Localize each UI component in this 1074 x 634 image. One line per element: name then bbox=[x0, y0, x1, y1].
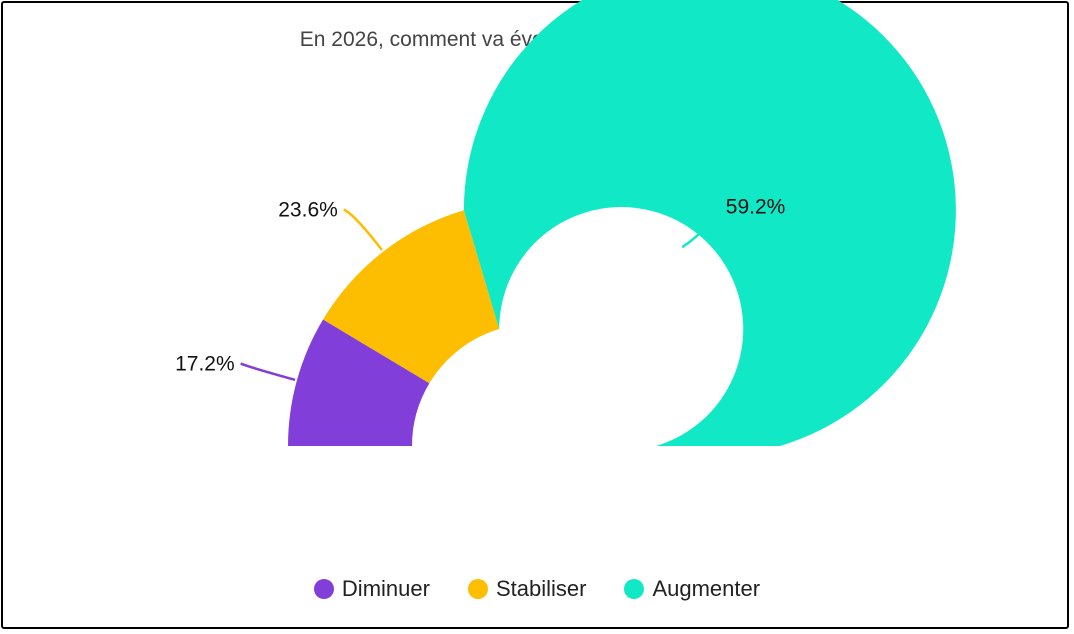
leader-line bbox=[240, 362, 296, 382]
legend-item-augmenter[interactable]: Augmenter bbox=[624, 576, 760, 602]
legend-marker-icon bbox=[313, 579, 334, 599]
legend: Diminuer Stabiliser Augmenter bbox=[0, 576, 1074, 602]
legend-label: Augmenter bbox=[652, 576, 761, 601]
legend-label: Stabiliser bbox=[495, 576, 587, 601]
leader-line bbox=[343, 208, 383, 251]
slice-diminuer[interactable] bbox=[288, 319, 430, 446]
data-label: 59.2% bbox=[726, 195, 786, 218]
legend-marker-icon bbox=[467, 579, 488, 599]
slice-stabiliser[interactable] bbox=[323, 210, 500, 384]
data-label: 23.6% bbox=[278, 199, 338, 222]
legend-marker-icon bbox=[624, 579, 645, 599]
legend-item-diminuer[interactable]: Diminuer bbox=[313, 576, 430, 602]
data-label: 17.2% bbox=[175, 353, 235, 376]
legend-item-stabiliser[interactable]: Stabiliser bbox=[467, 576, 587, 602]
legend-label: Diminuer bbox=[341, 576, 430, 601]
leader-line bbox=[681, 205, 721, 249]
